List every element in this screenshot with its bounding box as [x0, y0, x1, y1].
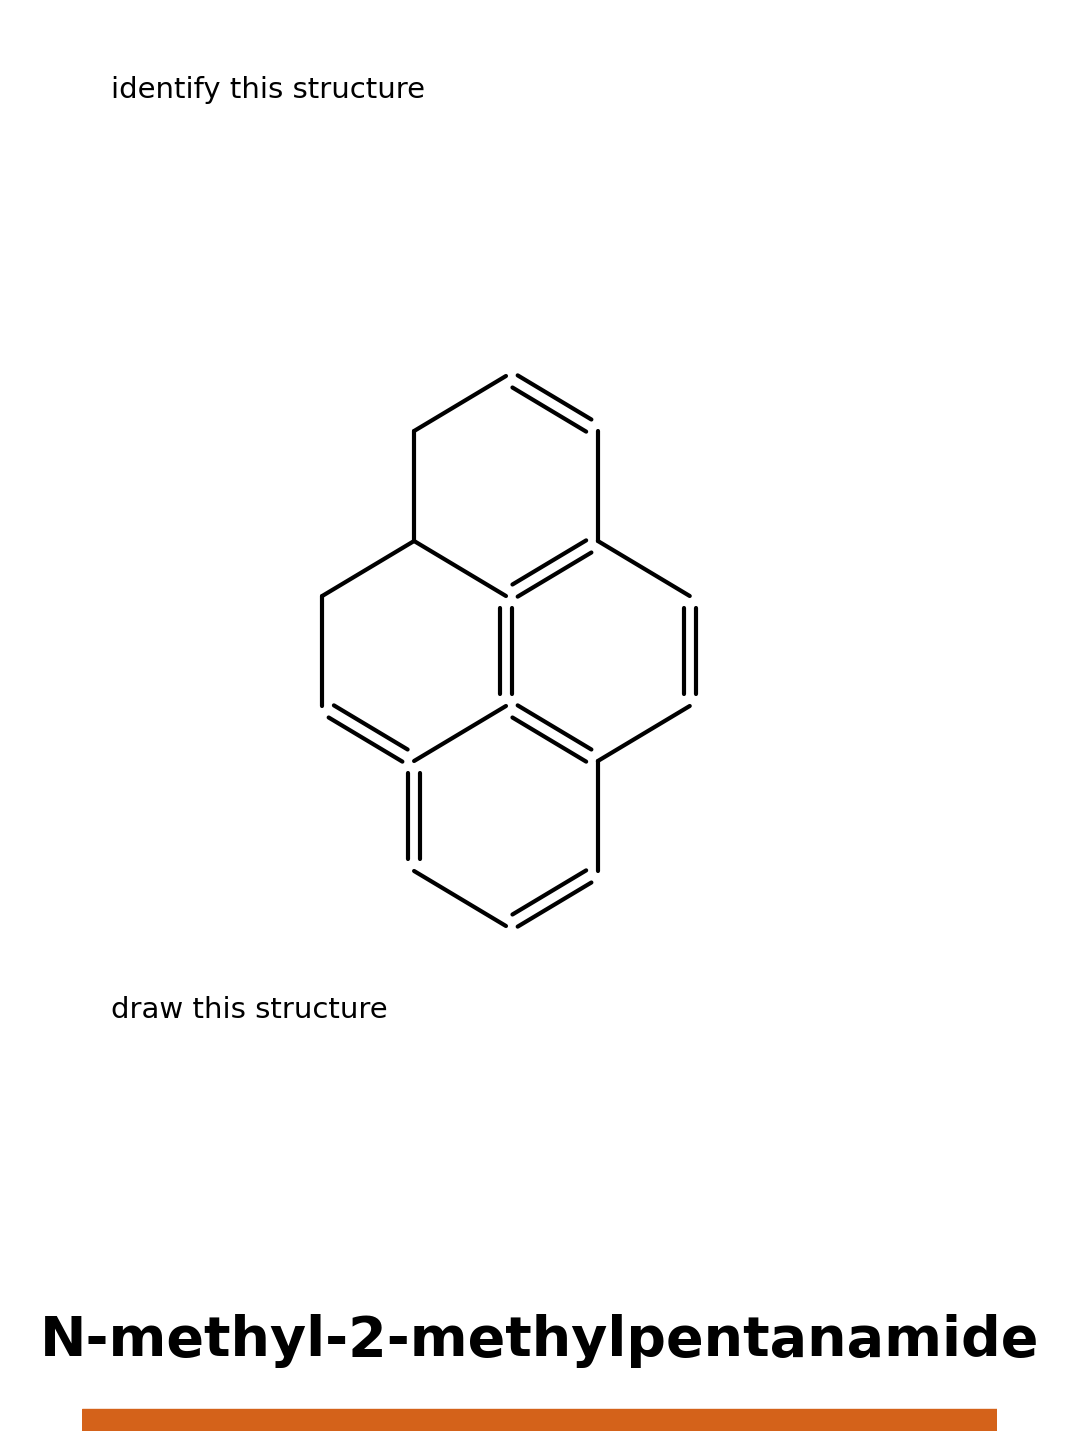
Bar — [82, 1410, 997, 1431]
Text: identify this structure: identify this structure — [111, 76, 425, 104]
Text: draw this structure: draw this structure — [111, 996, 388, 1025]
Text: N-methyl-2-methylpentanamide: N-methyl-2-methylpentanamide — [40, 1314, 1039, 1368]
